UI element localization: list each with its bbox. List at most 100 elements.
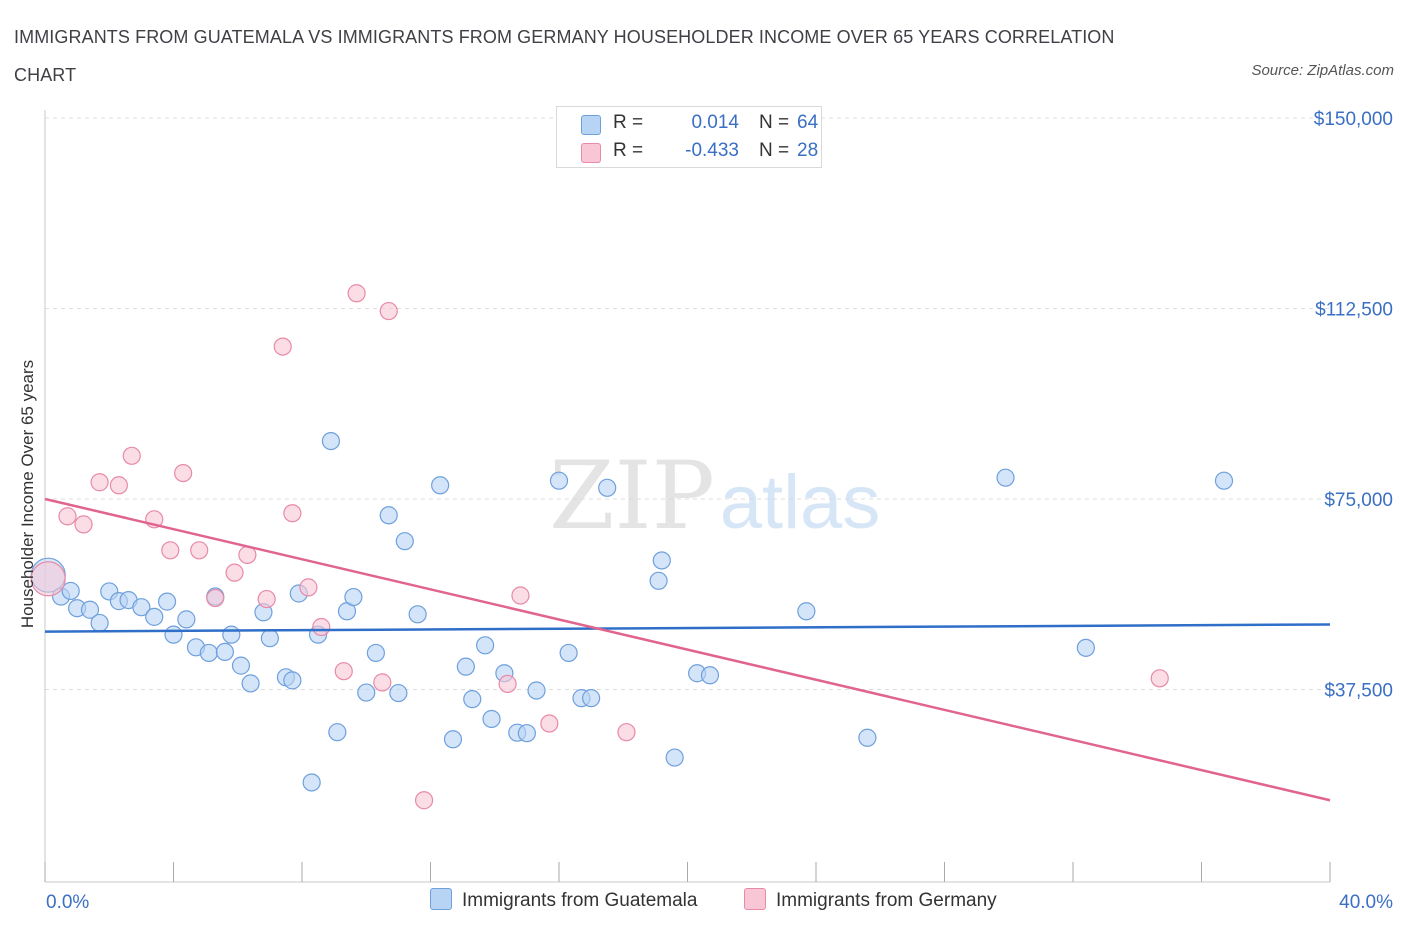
germany-point-13: [257, 589, 276, 609]
x-tick-labels: 0.0% 40.0%: [46, 892, 1393, 913]
legend-n-label: N =: [759, 112, 790, 133]
y-tick-label-2: $112,500: [1315, 300, 1393, 321]
guatemala-point-34: [379, 506, 398, 525]
guatemala-point-29: [328, 723, 347, 742]
axes: [44, 110, 1331, 883]
germany-point-3: [90, 473, 109, 492]
guatemala-point-15: [199, 643, 218, 663]
guatemala-point-48: [549, 471, 569, 490]
bottom-legend-germany: Immigrants from Germany: [744, 888, 997, 912]
y-tick-labels: $37,500 $75,000 $112,500 $150,000: [1314, 109, 1393, 702]
guatemala-point-61: [1076, 638, 1095, 657]
germany-point-17: [312, 617, 331, 637]
guatemala-point-62: [1214, 471, 1234, 490]
y-tick-label-0: $37,500: [1324, 681, 1393, 702]
guatemala-point-18: [222, 625, 241, 644]
watermark: ZIP atlas: [549, 442, 880, 551]
guatemala-point-41: [463, 690, 482, 709]
germany-point-9: [190, 541, 209, 560]
guatemala-point-36: [395, 532, 414, 551]
germany-point-27: [1150, 669, 1169, 688]
guatemala-point-47: [527, 681, 546, 700]
germany-point-0: [30, 561, 66, 597]
germany-point-1: [58, 507, 77, 526]
guatemala-point-43: [482, 709, 501, 729]
legend-swatch-germany: [744, 888, 766, 910]
germany-point-18: [334, 662, 353, 681]
legend-r-value-guatemala: 0.014: [691, 112, 739, 133]
guatemala-point-52: [598, 478, 617, 497]
guatemala-point-9: [132, 598, 151, 617]
guatemala-point-28: [321, 431, 341, 451]
germany-point-22: [414, 791, 434, 810]
guatemala-point-33: [366, 643, 385, 663]
germany-point-20: [373, 673, 392, 692]
guatemala-point-54: [652, 551, 671, 570]
guatemala-point-12: [164, 625, 183, 644]
trend-line-germany: [44, 497, 1331, 802]
germany-point-16: [299, 578, 318, 597]
germany-point-24: [511, 586, 530, 605]
germany-point-11: [225, 563, 244, 582]
guatemala-point-13: [177, 610, 196, 629]
guatemala-point-53: [649, 571, 668, 590]
source-label: Source: ZipAtlas.com: [1251, 62, 1394, 79]
y-tick-label-3: $150,000: [1314, 109, 1393, 130]
guatemala-point-4: [80, 600, 100, 619]
guatemala-point-20: [241, 674, 260, 693]
x-tick-label-1: 40.0%: [1339, 892, 1393, 913]
watermark-zip: ZIP: [549, 442, 715, 551]
guatemala-point-46: [517, 724, 536, 743]
guatemala-point-24: [283, 671, 302, 690]
legend-r-label: R =: [613, 140, 644, 161]
y-axis-title: Householder Income Over 65 years: [18, 359, 37, 629]
guatemala-point-58: [797, 602, 816, 621]
legend-label-guatemala: Immigrants from Guatemala: [462, 890, 698, 911]
germany-point-4: [109, 476, 128, 495]
y-tick-label-1: $75,000: [1324, 490, 1393, 511]
guatemala-point-5: [90, 613, 109, 633]
germany-point-19: [347, 284, 366, 303]
germany-point-25: [540, 714, 559, 733]
guatemala-point-31: [344, 587, 363, 607]
correlation-legend: R = 0.014 N = 64 R = -0.433 N = 28: [556, 106, 822, 168]
guatemala-point-11: [157, 592, 177, 611]
legend-n-value-guatemala: 64: [797, 112, 819, 133]
legend-r-label: R =: [613, 112, 644, 133]
germany-point-7: [161, 541, 180, 560]
germany-point-15: [283, 504, 302, 523]
guatemala-point-40: [456, 657, 475, 676]
guatemala-point-10: [145, 607, 164, 626]
germany-point-21: [379, 301, 398, 321]
guatemala-point-22: [260, 629, 279, 648]
guatemala-point-60: [996, 468, 1015, 487]
guatemala-point-26: [302, 773, 321, 792]
bottom-legend-guatemala: Immigrants from Guatemala: [430, 888, 697, 912]
germany-point-10: [206, 588, 225, 608]
trend-line-guatemala: [44, 623, 1331, 633]
chart-title: IMMIGRANTS FROM GUATEMALA VS IMMIGRANTS …: [14, 27, 1115, 85]
legend-swatch-guatemala: [430, 888, 452, 910]
guatemala-point-57: [700, 666, 720, 685]
guatemala-point-32: [357, 683, 376, 702]
guatemala-point-42: [476, 636, 495, 655]
guatemala-point-51: [582, 689, 601, 708]
grid-lines: [45, 117, 1330, 690]
legend-label-germany: Immigrants from Germany: [776, 890, 997, 911]
guatemala-point-55: [665, 748, 684, 767]
legend-n-value-germany: 28: [797, 140, 819, 161]
legend-swatch-germany: [581, 143, 601, 163]
germany-point-2: [74, 515, 93, 534]
legend-swatch-guatemala: [581, 115, 601, 135]
watermark-atlas: atlas: [720, 460, 881, 545]
legend-r-value-germany: -0.433: [685, 140, 739, 161]
guatemala-point-37: [408, 605, 427, 624]
guatemala-point-35: [389, 683, 408, 703]
guatemala-point-19: [231, 656, 251, 675]
germany-point-23: [498, 674, 517, 694]
guatemala-point-38: [431, 476, 450, 495]
germany-point-8: [174, 463, 193, 483]
guatemala-point-17: [215, 642, 234, 662]
germany-point-26: [617, 723, 636, 742]
